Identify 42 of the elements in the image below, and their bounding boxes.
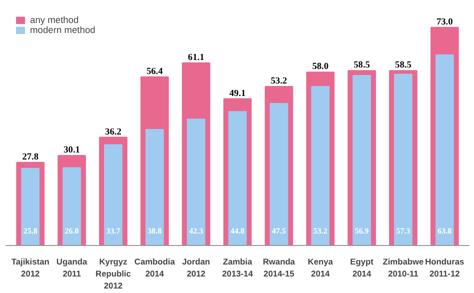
data-label: 56.9: [354, 226, 369, 236]
x-tick-label: Zimbabwe 2010-11: [382, 256, 424, 278]
data-label: 53.2: [270, 76, 288, 86]
data-label: 42.3: [189, 226, 204, 236]
data-label: 44.8: [230, 226, 244, 236]
bar: [145, 129, 164, 246]
legend-label: modern method: [30, 25, 96, 35]
bar: [435, 54, 454, 246]
x-tick-label: Honduras 2011-12: [425, 256, 465, 278]
data-label: 36.2: [105, 127, 122, 138]
x-tick-label: Egypt 2014: [350, 256, 374, 278]
x-tick-label: Kyrgyz Republic 2012: [96, 256, 132, 290]
data-label: 58.5: [395, 60, 412, 71]
legend-label: any method: [30, 15, 79, 25]
data-label: 30.1: [64, 146, 80, 156]
bar: [270, 103, 288, 246]
x-tick-label: Tajikistan 2012: [11, 256, 50, 278]
data-label: 63.8: [438, 226, 452, 236]
data-label: 53.2: [313, 226, 328, 236]
data-label: 58.0: [312, 62, 329, 72]
data-label: 25.8: [23, 226, 38, 236]
x-tick-label: Uganda 2011: [56, 256, 88, 278]
bar: [186, 118, 206, 246]
x-tick-label: Jordan 2012: [182, 256, 210, 278]
data-label: 56.4: [146, 66, 164, 77]
data-label: 49.1: [229, 88, 246, 99]
x-tick-label: Rwanda 2014-15: [262, 256, 296, 278]
x-tick-label: Cambodia 2014: [134, 256, 176, 278]
data-label: 26.0: [64, 226, 79, 236]
bar: [62, 167, 81, 246]
data-label: 47.5: [272, 226, 286, 236]
data-label: 57.3: [396, 226, 410, 236]
data-label: 33.7: [106, 226, 120, 236]
data-label: 27.8: [22, 152, 39, 162]
data-label: 58.5: [354, 60, 370, 71]
x-tick-label: Zambia 2013-14: [222, 256, 254, 278]
data-label: 73.0: [436, 17, 454, 28]
data-label: 38.8: [148, 226, 162, 236]
bar: [311, 86, 330, 246]
data-label: 61.1: [188, 52, 205, 63]
x-tick-label: Kenya 2014: [308, 256, 334, 278]
bar: [228, 111, 247, 246]
